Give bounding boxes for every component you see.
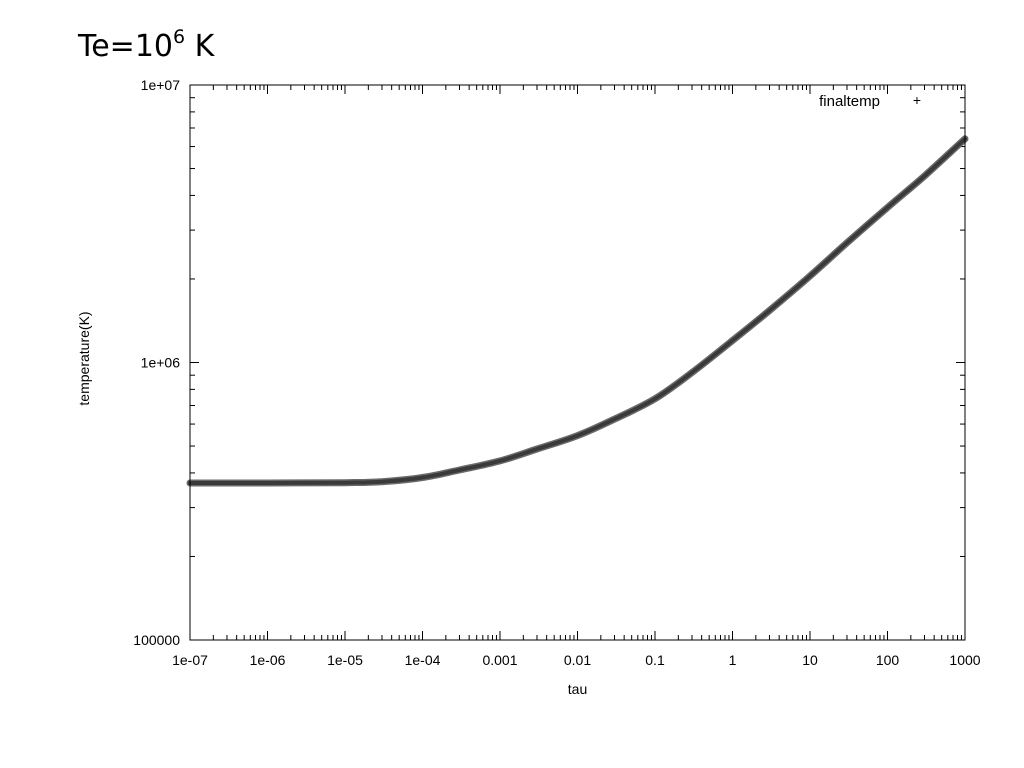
legend: finaltemp + (819, 92, 921, 110)
legend-marker-plus: + (913, 92, 921, 108)
x-tick-label: 0.01 (564, 652, 591, 668)
x-tick-label: 100 (876, 652, 900, 668)
x-tick-label: 1e-07 (172, 652, 208, 668)
x-axis-label: tau (568, 681, 587, 697)
chart-title: Te=106 K (78, 26, 214, 64)
x-tick-label: 1e-04 (405, 652, 441, 668)
series-line-halo-finaltemp (186, 135, 969, 487)
x-tick-label: 0.001 (482, 652, 517, 668)
title-exponent: 6 (173, 26, 186, 48)
y-tick-label: 1e+06 (141, 355, 181, 371)
x-tick-label: 1000 (949, 652, 980, 668)
y-tick-label: 100000 (133, 632, 180, 648)
series-line-layer (186, 135, 969, 487)
y-tick-label: 1e+07 (141, 77, 181, 93)
x-tick-label: 10 (802, 652, 818, 668)
title-suffix: K (185, 29, 215, 64)
x-tick-label: 0.1 (645, 652, 665, 668)
plot-frame (189, 84, 966, 641)
series-line-finaltemp (188, 136, 967, 486)
legend-label-finaltemp: finaltemp (819, 93, 880, 110)
axis-ticks (189, 84, 966, 641)
x-tick-label: 1e-06 (250, 652, 286, 668)
y-tick-labels: 100000 1e+06 1e+07 (133, 77, 180, 648)
x-tick-labels: 1e-07 1e-06 1e-05 1e-04 0.001 0.01 0.1 1 10 100 10… (172, 652, 981, 668)
y-axis-label: temperature(K) (76, 311, 92, 405)
x-tick-label: 1e-05 (327, 652, 363, 668)
x-tick-label: 1 (729, 652, 737, 668)
title-prefix: Te=10 (78, 29, 173, 64)
